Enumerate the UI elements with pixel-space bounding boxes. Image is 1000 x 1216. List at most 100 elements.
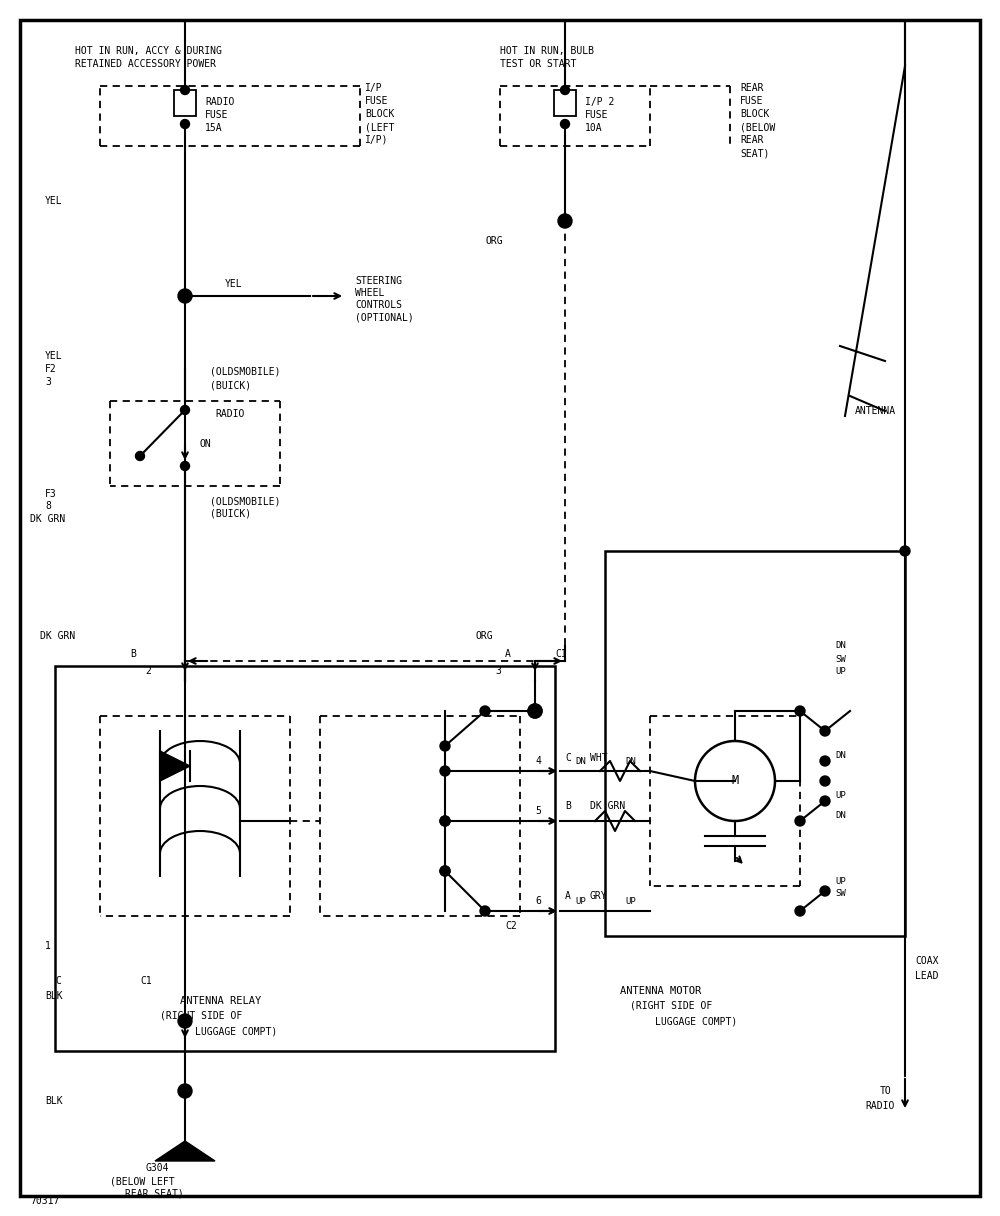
Text: C2: C2	[505, 921, 517, 931]
Text: (LEFT: (LEFT	[365, 122, 394, 133]
Text: G304: G304	[145, 1162, 168, 1173]
Text: 5: 5	[535, 806, 541, 816]
Circle shape	[480, 706, 490, 716]
Text: TEST OR START: TEST OR START	[500, 60, 576, 69]
Bar	[605, 551, 905, 936]
Text: DN: DN	[835, 642, 846, 651]
Text: CONTROLS: CONTROLS	[355, 300, 402, 310]
Text: (BUICK): (BUICK)	[210, 379, 251, 390]
Text: A: A	[565, 891, 571, 901]
Text: B: B	[130, 649, 136, 659]
Text: YEL: YEL	[225, 278, 243, 289]
Circle shape	[180, 462, 190, 471]
Text: REAR: REAR	[740, 135, 764, 145]
Text: UP: UP	[835, 668, 846, 676]
Text: I/P): I/P)	[365, 135, 388, 145]
Text: F3: F3	[45, 489, 57, 499]
Circle shape	[180, 85, 190, 95]
Circle shape	[440, 741, 450, 751]
Text: UP: UP	[625, 896, 636, 906]
Text: SW: SW	[835, 889, 846, 899]
Text: C: C	[55, 976, 61, 986]
Text: BLK: BLK	[45, 991, 63, 1001]
Circle shape	[178, 1014, 192, 1028]
Text: 8: 8	[45, 501, 51, 511]
Text: ORG: ORG	[485, 236, 503, 246]
Circle shape	[795, 906, 805, 916]
Text: LEAD: LEAD	[915, 972, 938, 981]
Text: STEERING: STEERING	[355, 276, 402, 286]
Text: ON: ON	[200, 439, 212, 449]
Polygon shape	[160, 751, 190, 781]
Text: C1: C1	[140, 976, 152, 986]
Circle shape	[820, 886, 830, 896]
Text: SEAT): SEAT)	[740, 148, 769, 158]
Text: LUGGAGE COMPT): LUGGAGE COMPT)	[195, 1026, 277, 1036]
Circle shape	[440, 816, 450, 826]
Text: M: M	[731, 775, 739, 788]
Text: HOT IN RUN, ACCY & DURING: HOT IN RUN, ACCY & DURING	[75, 46, 222, 56]
Text: (BELOW LEFT: (BELOW LEFT	[110, 1176, 175, 1186]
Text: COAX: COAX	[915, 956, 938, 966]
Circle shape	[900, 546, 910, 556]
Text: FUSE: FUSE	[365, 96, 388, 106]
Text: 2: 2	[145, 666, 151, 676]
Bar	[55, 666, 555, 1051]
Text: DK GRN: DK GRN	[590, 801, 625, 811]
Text: ANTENNA: ANTENNA	[855, 406, 896, 416]
Text: B: B	[565, 801, 571, 811]
Text: UP: UP	[835, 792, 846, 800]
Text: WHEEL: WHEEL	[355, 288, 384, 298]
Text: C1: C1	[555, 649, 567, 659]
Circle shape	[440, 766, 450, 776]
Circle shape	[440, 866, 450, 876]
Text: 3: 3	[495, 666, 501, 676]
Text: (OLDSMOBILE): (OLDSMOBILE)	[210, 496, 280, 506]
Circle shape	[820, 726, 830, 736]
Text: TO: TO	[880, 1086, 892, 1096]
Circle shape	[180, 405, 190, 415]
Text: FUSE: FUSE	[205, 109, 228, 120]
Bar	[554, 90, 576, 116]
Text: 70317: 70317	[30, 1197, 59, 1206]
Text: DN: DN	[835, 751, 846, 760]
Text: ANTENNA MOTOR: ANTENNA MOTOR	[620, 986, 701, 996]
Text: A: A	[505, 649, 511, 659]
Text: RETAINED ACCESSORY POWER: RETAINED ACCESSORY POWER	[75, 60, 216, 69]
Text: 4: 4	[535, 756, 541, 766]
Text: REAR SEAT): REAR SEAT)	[125, 1189, 184, 1199]
Text: 1: 1	[45, 941, 51, 951]
Text: LUGGAGE COMPT): LUGGAGE COMPT)	[655, 1017, 737, 1026]
Text: 3: 3	[45, 377, 51, 387]
Text: HOT IN RUN, BULB: HOT IN RUN, BULB	[500, 46, 594, 56]
Text: BLK: BLK	[45, 1096, 63, 1107]
Text: (OLDSMOBILE): (OLDSMOBILE)	[210, 367, 280, 377]
Text: FUSE: FUSE	[740, 96, 764, 106]
Text: BLOCK: BLOCK	[740, 109, 769, 119]
Circle shape	[795, 816, 805, 826]
Text: WHT: WHT	[590, 753, 608, 762]
Text: GRY: GRY	[590, 891, 608, 901]
Text: BLOCK: BLOCK	[365, 109, 394, 119]
Polygon shape	[155, 1141, 215, 1161]
Circle shape	[136, 451, 144, 461]
Text: 10A: 10A	[585, 123, 603, 133]
Circle shape	[560, 85, 570, 95]
Text: RADIO: RADIO	[205, 97, 234, 107]
Circle shape	[180, 119, 190, 129]
Text: REAR: REAR	[740, 83, 764, 92]
Circle shape	[820, 776, 830, 786]
Text: FUSE: FUSE	[585, 109, 608, 120]
Text: C: C	[565, 753, 571, 762]
Text: 6: 6	[535, 896, 541, 906]
Text: RADIO: RADIO	[865, 1100, 894, 1111]
Circle shape	[795, 706, 805, 716]
Circle shape	[558, 214, 572, 229]
Text: RADIO: RADIO	[215, 409, 244, 420]
Circle shape	[440, 866, 450, 876]
Text: (RIGHT SIDE OF: (RIGHT SIDE OF	[630, 1001, 712, 1010]
Text: UP: UP	[835, 877, 846, 885]
Text: ANTENNA RELAY: ANTENNA RELAY	[180, 996, 261, 1006]
Text: UP: UP	[575, 896, 586, 906]
Text: (BUICK): (BUICK)	[210, 510, 251, 519]
